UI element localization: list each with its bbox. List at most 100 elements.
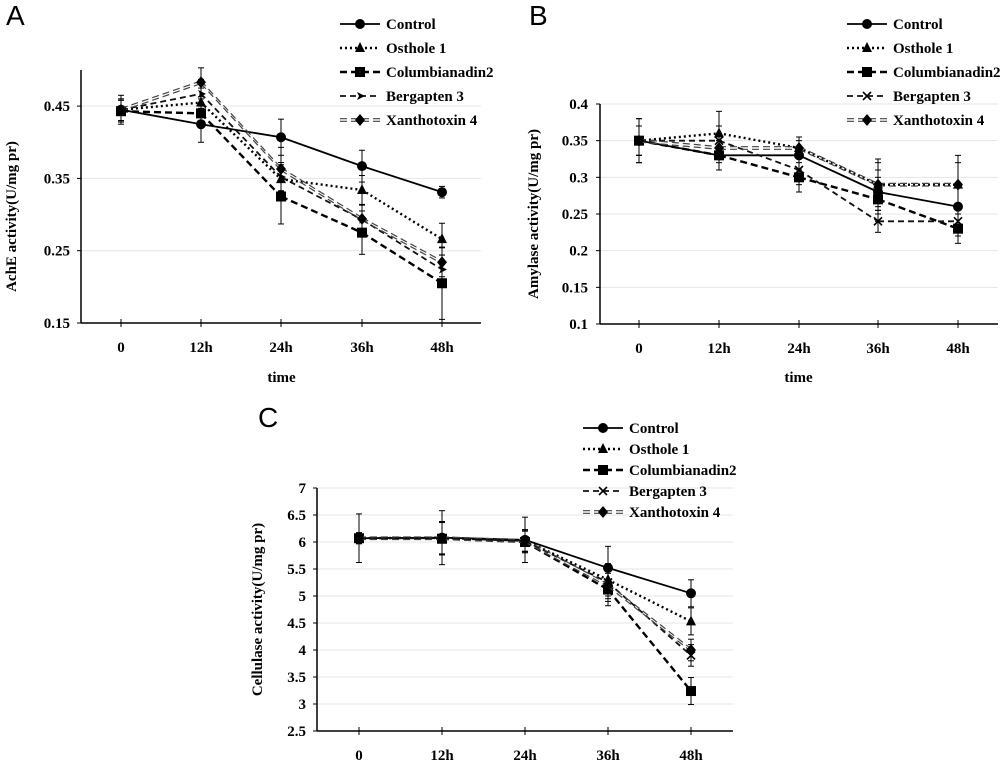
legend-marker	[862, 91, 872, 101]
x-tick-label: 36h	[350, 340, 374, 356]
y-tick-label: 0.35	[44, 171, 70, 187]
data-point	[437, 187, 447, 198]
series-line-segment	[361, 217, 443, 262]
series-control	[354, 510, 696, 608]
series-line-segment	[441, 537, 526, 542]
series-line-segment	[638, 138, 720, 148]
series-xanthotoxin-4	[116, 67, 447, 278]
legend-marker	[355, 114, 365, 126]
legend-marker	[357, 92, 365, 100]
legend-marker	[862, 114, 872, 126]
data-point	[357, 212, 367, 225]
legend-item: Osthole 1	[583, 442, 689, 458]
legend-marker	[598, 506, 608, 518]
legend-marker	[355, 19, 365, 29]
legend-label: Osthole 1	[893, 41, 953, 57]
data-point	[953, 178, 963, 191]
data-point	[354, 532, 364, 545]
series-line-segment	[718, 139, 800, 171]
legend-item: Columbianadin2	[340, 65, 494, 81]
legend-item: Columbianadin2	[847, 65, 1001, 81]
data-point	[276, 163, 286, 176]
y-tick-label: 6	[299, 535, 307, 551]
y-tick-label: 5	[299, 589, 307, 605]
legend-item: Osthole 1	[340, 41, 446, 57]
series-line-segment	[361, 188, 443, 241]
data-point	[603, 579, 613, 592]
y-tick-label: 0.3	[569, 170, 588, 186]
legend-label: Bergapten 3	[893, 89, 971, 105]
series-line-segment	[877, 191, 959, 208]
series-line-segment	[280, 195, 363, 234]
data-point	[196, 76, 206, 89]
series-line-segment	[607, 578, 692, 623]
series-line-segment	[798, 176, 879, 201]
panel-label-a: A	[6, 0, 25, 31]
data-point	[686, 615, 696, 626]
x-tick-label: 0	[635, 341, 643, 357]
y-tick-label: 0.15	[44, 316, 70, 332]
y-tick-label: 4	[299, 643, 307, 659]
legend-marker	[598, 423, 608, 433]
series-line-segment	[607, 588, 692, 692]
data-point	[634, 134, 644, 147]
legend-label: Columbianadin2	[386, 65, 494, 81]
y-tick-label: 0.1	[569, 317, 588, 333]
legend-item: Bergapten 3	[847, 89, 971, 105]
data-point	[439, 265, 447, 274]
x-tick-label: 48h	[679, 748, 703, 764]
legend-item: Control	[847, 17, 943, 33]
legend-label: Osthole 1	[386, 41, 446, 57]
series-line-segment	[280, 177, 363, 192]
series-line-segment	[200, 80, 282, 169]
data-point	[437, 532, 447, 545]
series-line-segment	[607, 583, 692, 650]
data-point	[686, 588, 696, 599]
data-point	[714, 142, 724, 154]
x-tick-label: 48h	[946, 341, 970, 357]
legend-label: Xanthotoxin 4	[629, 505, 721, 521]
legend-item: Control	[583, 421, 679, 437]
series-line-segment	[361, 231, 443, 285]
series-line-segment	[524, 539, 609, 585]
data-point	[794, 165, 804, 175]
y-tick-label: 0.4	[569, 97, 588, 113]
y-tick-label: 3	[299, 697, 307, 713]
x-tick-label: 12h	[707, 341, 731, 357]
data-point	[437, 256, 447, 269]
x-tick-label: 36h	[596, 748, 620, 764]
legend-item: Xanthotoxin 4	[340, 113, 478, 129]
x-tick-label: 24h	[513, 748, 537, 764]
y-axis-title: Cellulase activity(U/mg pr)	[250, 523, 266, 696]
series-line-segment	[877, 198, 959, 230]
y-tick-label: 0.25	[44, 244, 70, 260]
series-line-segment	[120, 110, 202, 115]
panel-label-b: B	[529, 0, 548, 31]
x-tick-label: 12h	[189, 340, 213, 356]
x-tick-label: 0	[117, 340, 125, 356]
legend-marker	[862, 67, 872, 77]
legend: Control Osthole 1 Columbianadin2 Bergapten …	[340, 17, 494, 129]
legend-item: Columbianadin2	[583, 463, 737, 479]
data-point	[276, 132, 286, 143]
series-line-segment	[524, 538, 609, 569]
legend-label: Columbianadin2	[893, 65, 1001, 81]
legend-marker	[862, 19, 872, 29]
legend-item: Osthole 1	[847, 41, 953, 57]
legend-label: Control	[629, 421, 679, 437]
x-axis-title: time	[784, 370, 813, 386]
series-line-segment	[718, 132, 800, 150]
series-line-segment	[638, 132, 720, 142]
data-point	[437, 233, 447, 244]
data-point	[953, 216, 963, 226]
chart-panel-a: 0.15 0.25 0.35 0.45 0 12h 24h 36h 48h time AchE ac…	[4, 17, 494, 386]
y-tick-label: 4.5	[287, 616, 306, 632]
x-tick-label: 48h	[430, 340, 454, 356]
series-line-segment	[718, 154, 800, 179]
data-point	[278, 172, 286, 181]
y-tick-label: 7	[299, 481, 307, 497]
series-line-segment	[120, 101, 202, 111]
y-tick-label: 0.45	[44, 99, 70, 115]
series-line-segment	[607, 567, 692, 595]
